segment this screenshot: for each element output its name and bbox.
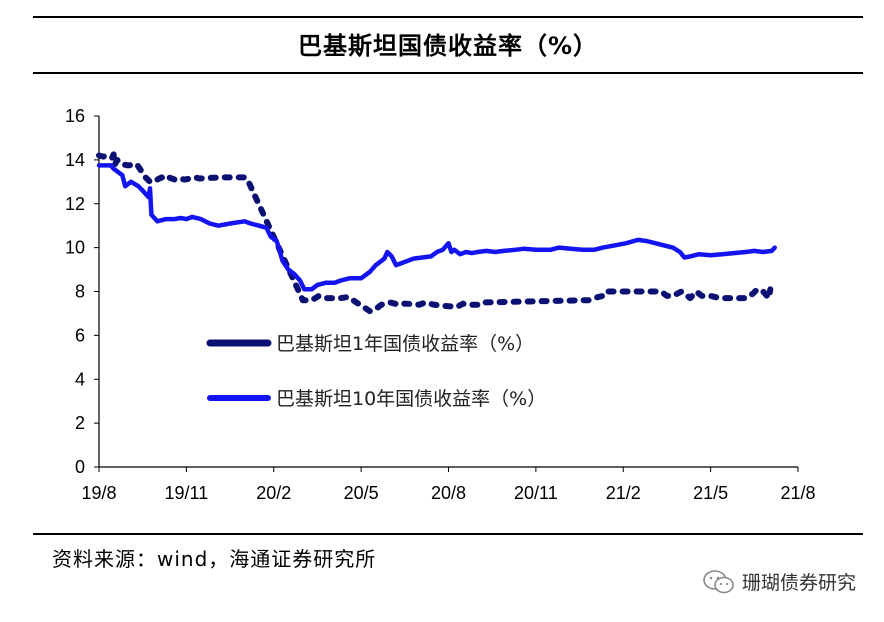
wechat-icon: [703, 569, 734, 593]
title-rule: [33, 72, 863, 74]
y-tick-label: 0: [75, 457, 85, 477]
x-tick-label: 21/5: [693, 483, 728, 503]
legend-label-1yr: 巴基斯坦1年国债收益率（%）: [276, 333, 534, 355]
y-tick-label: 8: [75, 282, 85, 302]
x-tick-label: 20/5: [344, 483, 379, 503]
x-tick-label: 21/2: [606, 483, 641, 503]
x-tick-label: 21/8: [780, 483, 815, 503]
y-tick-label: 12: [65, 194, 85, 214]
top-rule: [33, 16, 863, 18]
x-tick-label: 19/11: [165, 483, 209, 503]
source-note: 资料来源：wind，海通证券研究所: [52, 547, 377, 571]
watermark-text: 珊瑚债券研究: [741, 572, 856, 594]
y-tick-label: 16: [65, 106, 85, 126]
series-10yr-line: [96, 163, 777, 292]
chart-axes: 0 2 4 6 8 10 12 14 16 19/8 19/11 20/2 20/5 20/8 20/11 2…: [65, 106, 816, 503]
chart-marks: [96, 151, 777, 315]
y-tick-label: 10: [65, 238, 85, 258]
x-tick-label: 20/11: [514, 483, 558, 503]
legend-label-10yr: 巴基斯坦10年国债收益率（%）: [276, 388, 546, 410]
chart-title: 巴基斯坦国债收益率（%）: [297, 32, 599, 60]
x-tick-label: 19/8: [81, 483, 116, 503]
chart-legend: 巴基斯坦1年国债收益率（%） 巴基斯坦10年国债收益率（%）: [206, 333, 546, 410]
footer-rule: [33, 533, 863, 535]
x-tick-label: 20/8: [431, 483, 466, 503]
y-tick-label: 2: [75, 413, 85, 433]
y-tick-label: 6: [75, 325, 85, 345]
y-tick-label: 4: [75, 369, 85, 389]
watermark: 珊瑚债券研究: [702, 568, 856, 595]
x-tick-label: 20/2: [256, 483, 291, 503]
y-tick-label: 14: [65, 150, 85, 170]
series-1yr-line: [96, 151, 774, 315]
